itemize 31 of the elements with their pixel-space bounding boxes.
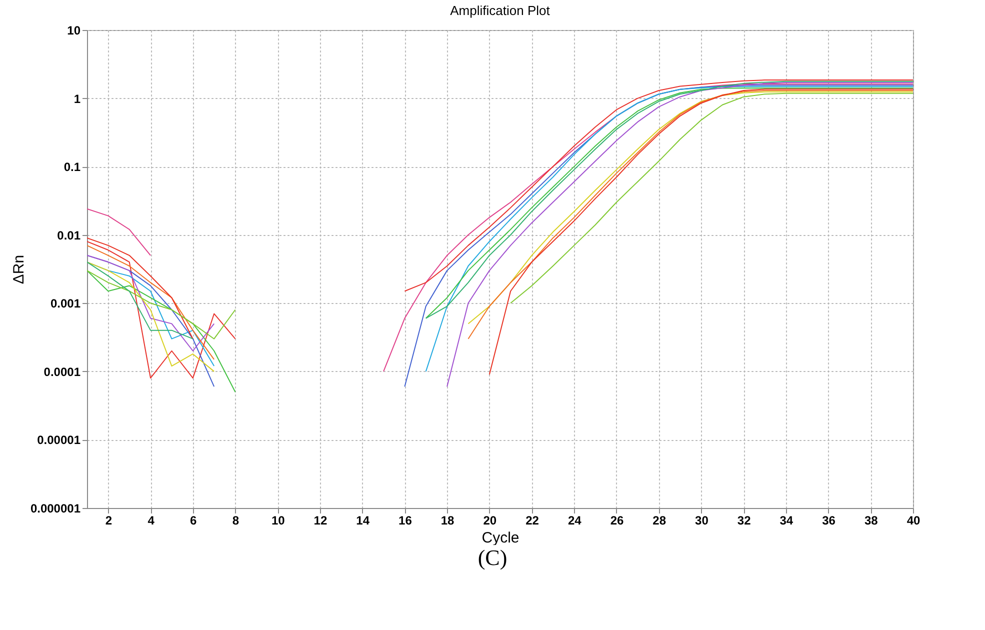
y-tick-label: 0.001 xyxy=(50,296,81,311)
x-tick-label: 10 xyxy=(271,514,286,528)
y-tick-label: 0.01 xyxy=(57,228,81,242)
x-tick-label: 32 xyxy=(737,514,752,528)
y-tick-label: 0.0001 xyxy=(44,364,81,379)
x-tick-label: 12 xyxy=(314,514,328,528)
x-tick-label: 28 xyxy=(652,514,666,528)
chart-title: Amplification Plot xyxy=(450,3,550,18)
x-tick-label: 26 xyxy=(610,514,624,528)
x-tick-label: 18 xyxy=(440,514,455,528)
x-tick-label: 22 xyxy=(526,514,540,528)
x-tick-label: 16 xyxy=(398,514,412,528)
y-tick-label: 10 xyxy=(67,24,81,38)
y-axis-title: ΔRn xyxy=(10,254,28,284)
x-tick-label: 38 xyxy=(864,514,878,528)
text: (C) xyxy=(476,545,508,571)
y-tick-label: 0.00001 xyxy=(37,433,81,448)
y-tick-label: 1 xyxy=(74,92,81,106)
x-tick-label: 6 xyxy=(190,514,198,528)
y-tick-label: 0.000001 xyxy=(30,502,81,516)
x-tick-label: 4 xyxy=(148,514,155,528)
x-tick-label: 30 xyxy=(695,514,709,528)
x-tick-label: 2 xyxy=(105,514,112,528)
x-tick-label: 20 xyxy=(483,514,497,528)
x-tick-label: 8 xyxy=(232,514,240,528)
x-tick-label: 14 xyxy=(356,514,370,528)
x-tick-label: 24 xyxy=(568,514,582,528)
x-tick-label: 40 xyxy=(906,514,920,528)
y-tick-label: 0.1 xyxy=(64,160,81,174)
x-tick-label: 34 xyxy=(780,514,794,528)
x-tick-label: 36 xyxy=(822,514,836,528)
